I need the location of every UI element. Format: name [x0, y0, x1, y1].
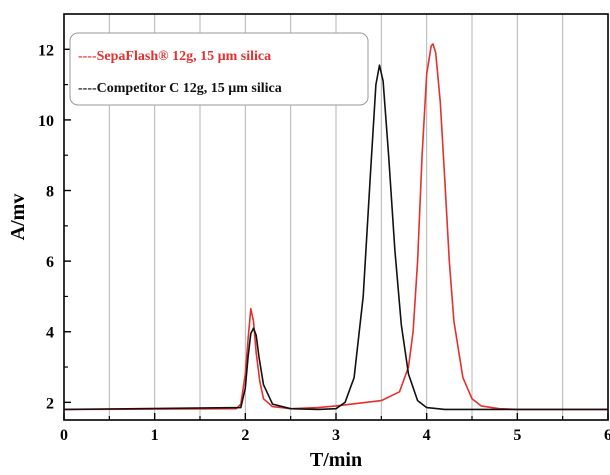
- x-tick-label: 5: [513, 427, 521, 444]
- y-axis-label: A/mv: [7, 194, 29, 241]
- x-tick-label: 6: [604, 427, 610, 444]
- series-line-competitor-c: [63, 64, 608, 411]
- y-tick-label: 8: [46, 184, 54, 201]
- y-tick-label: 6: [46, 254, 54, 271]
- x-tick-label: 2: [241, 427, 249, 444]
- y-tick-label: 2: [46, 395, 54, 412]
- legend-entry-sepaflash: ----SepaFlash® 12g, 15 µm silica: [78, 49, 271, 64]
- y-tick-label: 4: [46, 325, 54, 342]
- x-tick-label: 4: [423, 427, 431, 444]
- x-tick-label: 3: [332, 427, 340, 444]
- x-axis-label: T/min: [310, 449, 362, 470]
- x-tick-label: 0: [60, 427, 68, 444]
- legend: ----SepaFlash® 12g, 15 µm silica ----Com…: [69, 32, 369, 106]
- legend-box: [69, 32, 369, 106]
- series-layer: [63, 43, 608, 411]
- x-tick-label: 1: [151, 427, 159, 444]
- series-line-sepaflash: [63, 43, 608, 411]
- y-tick-label: 12: [38, 42, 54, 59]
- legend-entry-competitor-c: ----Competitor C 12g, 15 µm silica: [78, 81, 282, 96]
- y-tick-label: 10: [38, 113, 54, 130]
